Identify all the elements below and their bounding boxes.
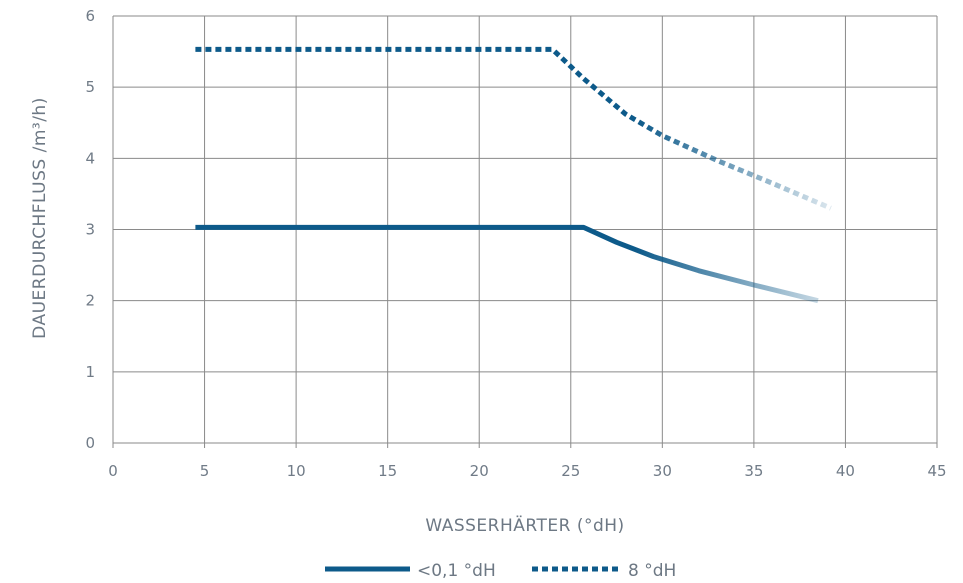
x-tick-label-30: 30 xyxy=(653,462,672,480)
y-tick-label-0: 0 xyxy=(85,434,95,452)
y-tick-label-6: 6 xyxy=(85,7,95,25)
series-lines xyxy=(195,46,832,304)
x-tick-label-45: 45 xyxy=(927,462,946,480)
x-tick-label-10: 10 xyxy=(287,462,306,480)
legend: <0,1 °dH 8 °dH xyxy=(325,561,676,581)
y-tick-label-3: 3 xyxy=(85,221,95,239)
legend-label-solid: <0,1 °dH xyxy=(417,561,496,581)
x-axis-title: WASSERHÄRTER (°dH) xyxy=(425,515,624,536)
series-line-dotted xyxy=(195,46,832,211)
x-tick-label-5: 5 xyxy=(200,462,210,480)
x-tick-label-0: 0 xyxy=(108,462,118,480)
y-axis-title: DAUERDURCHFLUSS /m³/h) xyxy=(30,97,50,339)
x-tick-label-40: 40 xyxy=(836,462,855,480)
y-tick-label-1: 1 xyxy=(85,363,95,381)
x-tick-label-20: 20 xyxy=(470,462,489,480)
x-tick-label-25: 25 xyxy=(561,462,580,480)
y-tick-label-4: 4 xyxy=(85,149,95,167)
y-tick-label-2: 2 xyxy=(85,292,95,310)
x-tick-label-15: 15 xyxy=(378,462,397,480)
legend-label-dotted: 8 °dH xyxy=(628,561,676,581)
x-tick-label-35: 35 xyxy=(744,462,763,480)
series-line-solid xyxy=(195,224,819,304)
grid xyxy=(112,15,938,448)
y-tick-label-5: 5 xyxy=(85,78,95,96)
